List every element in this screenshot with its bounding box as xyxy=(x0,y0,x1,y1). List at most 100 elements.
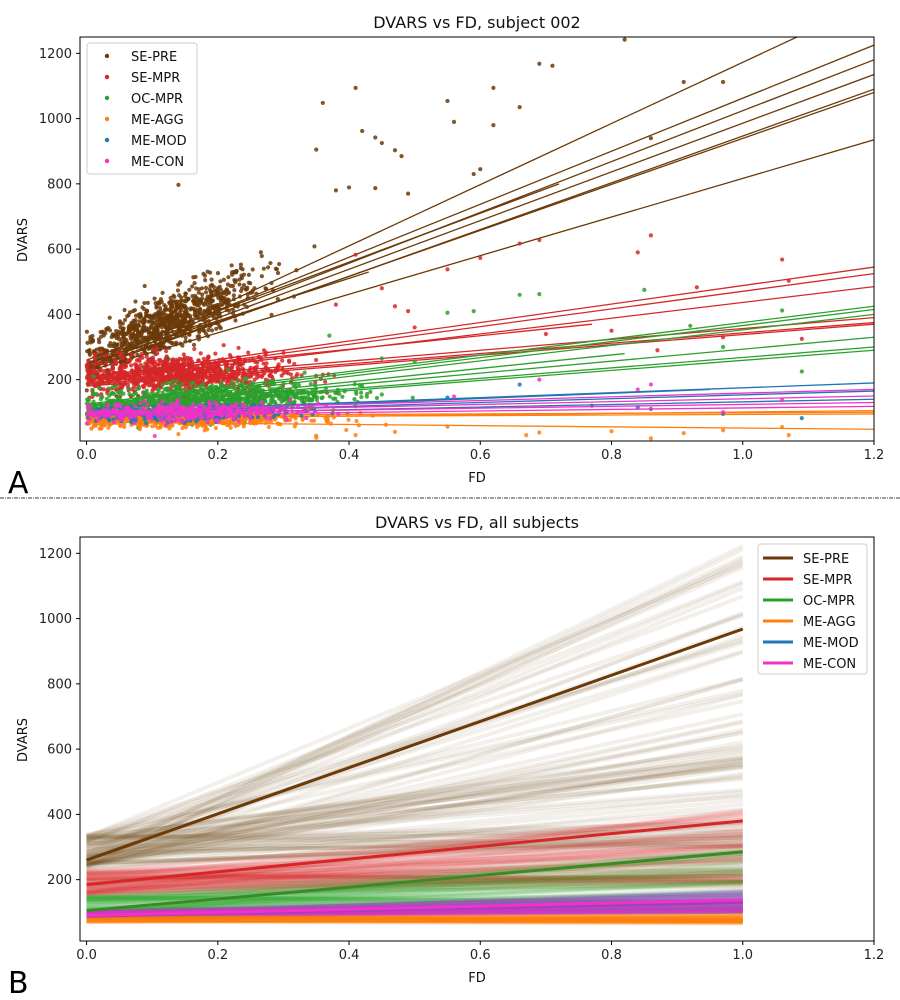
fit-line xyxy=(86,91,874,369)
subject-fit-line xyxy=(86,719,744,863)
data-point xyxy=(115,350,120,355)
data-point xyxy=(222,298,227,303)
data-point xyxy=(234,270,239,275)
data-point xyxy=(206,303,211,308)
subject-fit-line xyxy=(86,692,744,869)
subject-fit-line xyxy=(85,613,744,860)
data-point xyxy=(218,326,223,331)
data-point xyxy=(98,368,103,374)
subject-fit-line xyxy=(86,832,743,887)
subject-fit-line xyxy=(86,775,743,844)
data-point xyxy=(167,415,173,420)
data-point xyxy=(129,333,135,338)
y-tick-label: 1000 xyxy=(39,612,72,627)
subject-fit-line xyxy=(86,847,743,884)
data-point xyxy=(145,415,150,420)
subject-fit-line xyxy=(86,904,743,921)
data-point xyxy=(102,415,107,420)
data-point xyxy=(141,406,146,411)
data-point xyxy=(346,185,352,190)
data-point xyxy=(228,425,233,430)
data-point xyxy=(176,182,181,187)
subject-fit-line xyxy=(86,835,743,856)
data-point xyxy=(122,424,127,429)
legend-label: ME-CON xyxy=(131,155,184,170)
x-tick-label: 0.6 xyxy=(470,448,491,463)
y-tick-label: 1200 xyxy=(39,547,72,562)
data-point xyxy=(84,329,89,334)
y-axis-label-a: DVARS xyxy=(16,218,31,262)
data-point xyxy=(107,393,112,398)
subject-fit-line xyxy=(86,873,743,883)
subject-fit-line xyxy=(86,820,743,841)
subject-fit-line xyxy=(86,771,744,867)
subject-fit-line xyxy=(86,835,743,848)
subject-fit-line xyxy=(86,853,743,876)
subject-fit-line xyxy=(86,870,743,895)
data-point xyxy=(139,351,144,356)
data-point xyxy=(102,368,107,374)
data-point xyxy=(471,171,476,177)
data-point xyxy=(153,301,158,306)
subject-fit-line xyxy=(85,649,744,852)
fit-line xyxy=(86,316,874,384)
subject-fit-line xyxy=(86,794,743,846)
data-point xyxy=(265,265,271,270)
data-point xyxy=(107,315,112,320)
data-point xyxy=(648,382,653,387)
data-point xyxy=(196,334,202,339)
data-point xyxy=(635,250,640,255)
subject-fit-line xyxy=(86,879,743,889)
data-point xyxy=(169,401,174,406)
data-point xyxy=(250,267,255,272)
fit-line xyxy=(86,321,874,386)
data-point xyxy=(132,384,137,390)
y-tick-label: 600 xyxy=(47,243,72,258)
data-point xyxy=(98,349,103,354)
data-point xyxy=(543,331,549,337)
subject-fit-line xyxy=(86,839,743,889)
subject-fit-line xyxy=(86,773,744,859)
data-point xyxy=(373,185,378,191)
fit-line xyxy=(86,272,874,381)
data-point xyxy=(537,61,542,66)
data-point xyxy=(149,417,154,422)
data-point xyxy=(240,380,245,385)
data-point xyxy=(213,351,218,356)
data-point xyxy=(187,287,192,292)
subject-fit-line xyxy=(86,913,743,921)
subject-fit-line xyxy=(86,842,743,894)
data-point xyxy=(168,308,173,314)
data-point xyxy=(694,285,699,290)
data-point xyxy=(145,358,150,363)
data-point xyxy=(191,297,197,302)
data-point xyxy=(99,394,104,399)
subject-fit-line xyxy=(86,895,743,901)
data-point xyxy=(131,309,136,314)
subject-fit-line xyxy=(86,882,743,913)
data-point xyxy=(609,328,614,333)
data-point xyxy=(211,284,217,290)
subject-fit-line xyxy=(86,868,743,918)
data-point xyxy=(151,316,156,321)
data-point xyxy=(103,353,109,358)
subject-fit-line xyxy=(86,893,743,902)
subject-fit-line xyxy=(86,914,743,922)
data-point xyxy=(681,79,686,85)
fit-line xyxy=(86,139,874,373)
subject-fit-line xyxy=(86,793,743,863)
data-point xyxy=(117,319,123,324)
subject-fit-line xyxy=(85,586,744,863)
data-point xyxy=(138,401,143,406)
subject-fit-line xyxy=(86,874,743,881)
data-point xyxy=(292,424,297,429)
subject-fit-line xyxy=(86,855,743,897)
data-point xyxy=(108,341,113,346)
data-point xyxy=(113,332,118,337)
subject-fit-line xyxy=(86,842,743,874)
data-point xyxy=(238,262,244,267)
subject-fit-line xyxy=(86,857,743,887)
data-point xyxy=(261,348,267,353)
subject-fit-line xyxy=(86,893,743,916)
